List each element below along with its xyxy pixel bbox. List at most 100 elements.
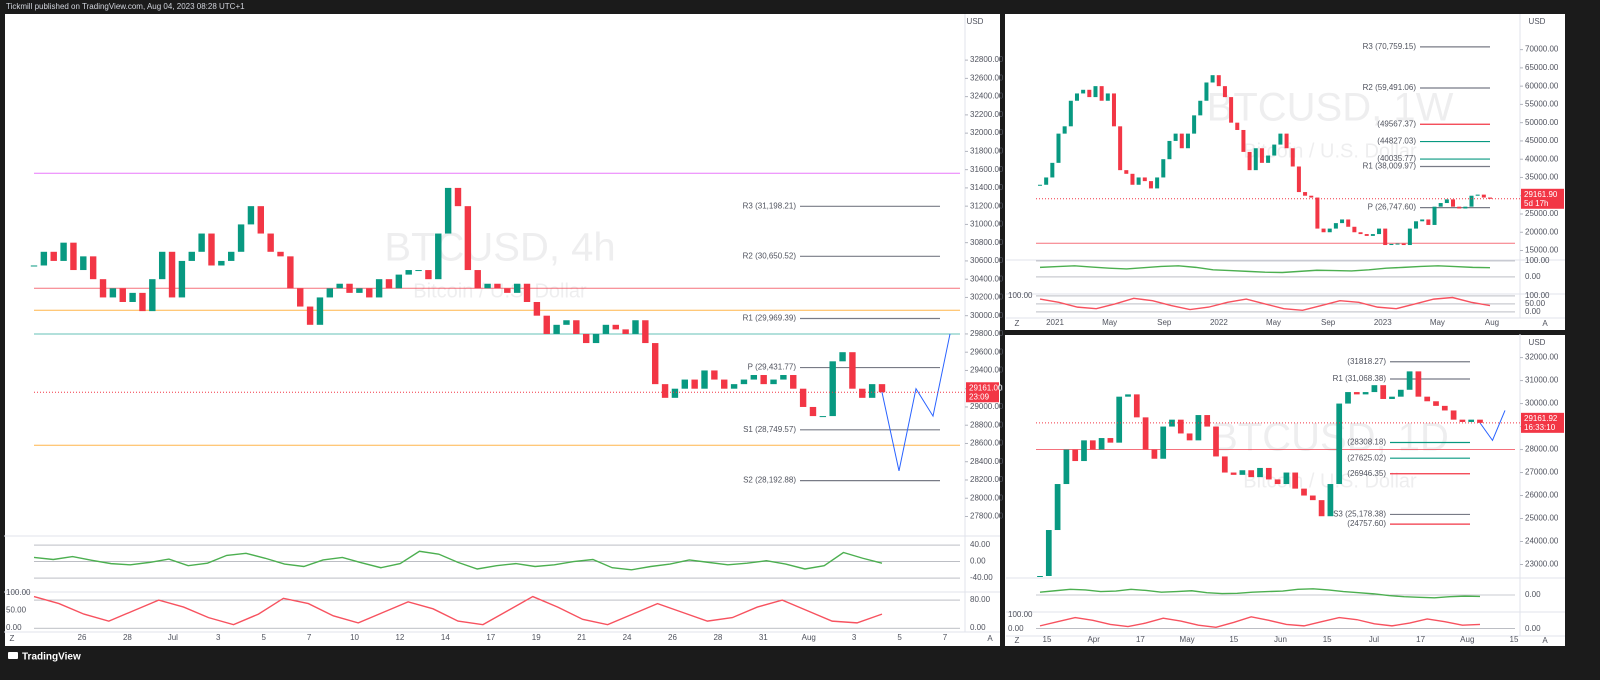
candle (1406, 371, 1413, 390)
candle (356, 288, 363, 293)
candle (198, 233, 205, 252)
candle (859, 388, 866, 398)
last-price-badge (966, 382, 999, 403)
osc-tick-label: 0.00 (1525, 272, 1541, 281)
candle (385, 279, 393, 289)
osc-tick-label: 0.00 (1525, 624, 1541, 633)
candle (760, 375, 767, 385)
oscillator-line (1039, 588, 1481, 599)
price-tick-label: 29000.00 (970, 402, 1004, 411)
candle (504, 288, 511, 293)
candle (494, 283, 501, 289)
price-tick-label: 31000.00 (1525, 376, 1559, 385)
oscillator-line (33, 595, 883, 626)
candle (1074, 93, 1079, 101)
candle (1081, 89, 1086, 94)
time-label: Jul (1369, 635, 1379, 644)
price-tick-label: 28600.00 (970, 439, 1004, 448)
candle (632, 320, 639, 334)
osc-left-tick-label: 100.00 (1008, 291, 1033, 300)
panel-left (5, 14, 1000, 646)
candle (70, 242, 77, 271)
candle (80, 256, 87, 271)
control-z[interactable]: Z (1015, 636, 1020, 645)
candle (1395, 243, 1400, 245)
osc-tick-label: 0.00 (1525, 590, 1541, 599)
candle (1142, 177, 1147, 182)
candle (1093, 86, 1098, 98)
candle (1185, 133, 1190, 149)
candle (563, 320, 570, 325)
osc-tick-label: 0.00 (970, 557, 986, 566)
candle (40, 251, 48, 266)
candle (1345, 392, 1351, 404)
price-tick-label: 28200.00 (970, 475, 1004, 484)
price-tick-label: 15000.00 (1525, 246, 1559, 255)
candle (1272, 144, 1277, 156)
candle (1072, 449, 1079, 462)
candle (1195, 415, 1202, 441)
candle (188, 251, 195, 261)
last-price-label: 29161.00 (969, 383, 1003, 392)
oscillator-line (33, 550, 883, 571)
price-tick-label: 30400.00 (970, 274, 1004, 283)
time-label: 15 (1323, 635, 1332, 644)
candle (691, 379, 698, 389)
candle (523, 283, 531, 302)
osc-left-tick-label: 50.00 (6, 606, 27, 615)
candle (257, 206, 264, 234)
candle (1045, 530, 1052, 576)
candle (1296, 166, 1301, 193)
pivot-label: (49567.37) (1377, 119, 1416, 128)
price-tick-label: 30800.00 (970, 238, 1004, 247)
candle (1107, 438, 1114, 443)
price-tick-label: 28800.00 (970, 420, 1004, 429)
pivot-label: R2 (59,491.06) (1363, 83, 1417, 92)
control-z[interactable]: Z (1015, 319, 1020, 328)
pivot-label: (27625.02) (1347, 453, 1386, 462)
price-tick-label: 32800.00 (970, 55, 1004, 64)
control-a[interactable]: A (1542, 636, 1548, 645)
candle (444, 187, 452, 234)
candle (1155, 177, 1160, 189)
price-tick-label: 26000.00 (1525, 491, 1559, 500)
candle (652, 343, 659, 385)
candle (425, 270, 432, 280)
candle (1309, 195, 1314, 198)
time-label: 19 (532, 633, 541, 642)
time-label: 15 (1043, 635, 1052, 644)
candle (1037, 184, 1043, 186)
control-a[interactable]: A (1542, 319, 1548, 328)
candle (336, 283, 343, 289)
price-tick-label: 30600.00 (970, 256, 1004, 265)
currency-label: USD (1529, 338, 1546, 347)
control-a[interactable]: A (987, 634, 993, 643)
last-price-badge (1521, 188, 1564, 209)
price-tick-label: 32400.00 (970, 92, 1004, 101)
candle (1204, 415, 1211, 427)
time-label: 2021 (1046, 318, 1064, 327)
candle (1037, 576, 1043, 577)
price-tick-label: 32000.00 (970, 128, 1004, 137)
candle (1433, 401, 1439, 406)
candle (1426, 219, 1431, 225)
candle (149, 279, 156, 312)
time-label: Aug (1485, 318, 1499, 327)
candle (129, 292, 136, 302)
control-z[interactable]: Z (10, 634, 15, 643)
candle (1389, 396, 1395, 399)
candle (1346, 219, 1351, 227)
candle (1210, 75, 1215, 83)
price-tick-label: 50000.00 (1525, 118, 1559, 127)
candle (701, 370, 708, 389)
watermark-title: BTCUSD, 1W (1207, 86, 1454, 130)
candle (1222, 86, 1227, 98)
candle (306, 306, 314, 325)
candle (1142, 417, 1149, 450)
candle (158, 251, 166, 280)
price-tick-label: 25000.00 (1525, 209, 1559, 218)
candle (799, 388, 807, 407)
pivot-label: R1 (29,969.39) (743, 314, 797, 323)
